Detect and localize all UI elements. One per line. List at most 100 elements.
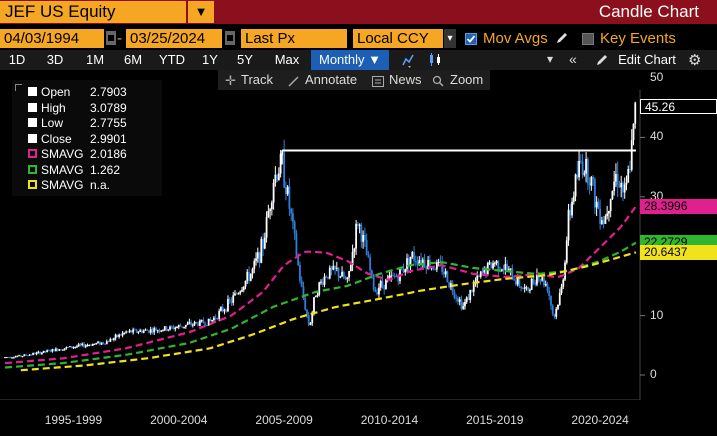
candle-body (198, 320, 201, 326)
candle-body (270, 202, 273, 210)
candle-body (393, 275, 396, 277)
currency-select[interactable]: Local CCY (353, 29, 443, 48)
candle-body (409, 256, 412, 267)
pencil-icon[interactable] (595, 53, 609, 72)
candle-body (202, 320, 205, 324)
candle-body (139, 330, 142, 332)
candle-body (313, 297, 315, 313)
chevron-down-icon[interactable]: ▾ (547, 52, 554, 66)
candle-body (476, 275, 479, 283)
range-5y-button[interactable]: 5Y (237, 52, 253, 67)
mov-avgs-checkbox[interactable] (465, 33, 477, 45)
legend-value: 2.9901 (90, 131, 127, 146)
annotate-button[interactable]: Annotate (305, 72, 358, 87)
candle-body (611, 191, 614, 200)
candle-body (385, 279, 387, 290)
range-max-button[interactable]: Max (274, 52, 300, 67)
candle-body (546, 283, 549, 291)
candle-body (53, 349, 56, 352)
track-button[interactable]: Track (241, 72, 274, 87)
candle-body (379, 280, 382, 288)
candle-body (360, 224, 363, 242)
candle-body (160, 330, 163, 332)
candle-body (100, 342, 103, 345)
candle-body (446, 271, 449, 283)
x-tick-label: 2005-2009 (255, 413, 313, 427)
candle-body (334, 265, 336, 269)
range-1d-button[interactable]: 1D (8, 52, 26, 67)
candle-body (79, 344, 82, 346)
period-select[interactable]: Monthly ▼ (311, 50, 389, 70)
price-chart[interactable] (0, 90, 717, 436)
candle-body (344, 278, 347, 280)
key-events-label: Key Events (600, 30, 676, 47)
candle-body (167, 329, 170, 331)
end-date-field[interactable]: 03/25/2024 (126, 29, 222, 48)
candle-body (234, 293, 236, 296)
pencil-icon[interactable] (555, 31, 569, 50)
line-chart-icon[interactable] (401, 52, 415, 73)
candle-body (585, 158, 587, 174)
candle-body (230, 300, 233, 303)
legend-resize-handle[interactable] (15, 84, 22, 91)
chevron-down-icon[interactable]: ▾ (444, 29, 456, 48)
candle-body (207, 318, 210, 326)
double-chevron-left-icon[interactable]: « (569, 51, 577, 67)
news-button[interactable]: News (389, 72, 422, 87)
candle-body (272, 182, 275, 203)
candle-body (339, 276, 342, 278)
search-icon (432, 74, 444, 92)
candle-body (299, 264, 301, 281)
candle-body (193, 322, 196, 325)
candle-body (32, 353, 34, 355)
candle-body (521, 288, 524, 290)
y-tick-label: 10 (650, 307, 664, 322)
zoom-button[interactable]: Zoom (450, 72, 484, 87)
candle-body (383, 284, 386, 290)
date-separator: - (117, 30, 122, 47)
candle-body (321, 281, 324, 285)
candle-body (176, 326, 178, 328)
candle-body (39, 351, 42, 355)
candle-body (472, 283, 475, 292)
candle-body (511, 268, 514, 280)
range-6m-button[interactable]: 6M (123, 52, 143, 67)
gear-icon[interactable]: ⚙ (688, 52, 702, 69)
candle-body (225, 309, 228, 312)
price-field-select[interactable]: Last Px (241, 29, 347, 48)
candle-body (608, 211, 610, 214)
candle-body (188, 322, 191, 324)
candle-body (509, 268, 512, 270)
candle-body (507, 269, 510, 271)
edit-chart-button[interactable]: Edit Chart (618, 52, 676, 67)
candle-body (457, 298, 459, 302)
candle-body (304, 297, 307, 310)
calendar-icon[interactable] (106, 31, 116, 45)
candlestick-icon[interactable] (428, 52, 444, 73)
range-1y-button[interactable]: 1Y (202, 52, 218, 67)
candle-body (216, 318, 219, 320)
candle-body (151, 329, 154, 333)
candle-body (269, 209, 271, 211)
candle-body (536, 273, 538, 285)
legend-label: SMAVG (41, 178, 84, 192)
candle-body (55, 348, 57, 352)
calendar-icon[interactable] (225, 31, 235, 45)
range-ytd-button[interactable]: YTD (159, 52, 185, 67)
key-events-checkbox[interactable] (582, 33, 594, 45)
range-1m-button[interactable]: 1M (85, 52, 105, 67)
ticker-field[interactable]: JEF US Equity (0, 1, 186, 23)
start-date-field[interactable]: 04/03/1994 (0, 29, 104, 48)
candle-body (451, 283, 454, 292)
candle-body (9, 357, 12, 359)
candle-body (400, 269, 403, 271)
candle-body (256, 252, 259, 259)
candle-body (148, 330, 150, 333)
range-3d-button[interactable]: 3D (46, 52, 64, 67)
sma1-value-tag: 28.3996 (640, 198, 717, 214)
candle-body (292, 213, 294, 222)
candle-body (306, 309, 308, 316)
candle-body (632, 123, 635, 141)
ticker-menu-icon[interactable]: ▼ (188, 1, 214, 23)
candle-body (98, 341, 101, 345)
